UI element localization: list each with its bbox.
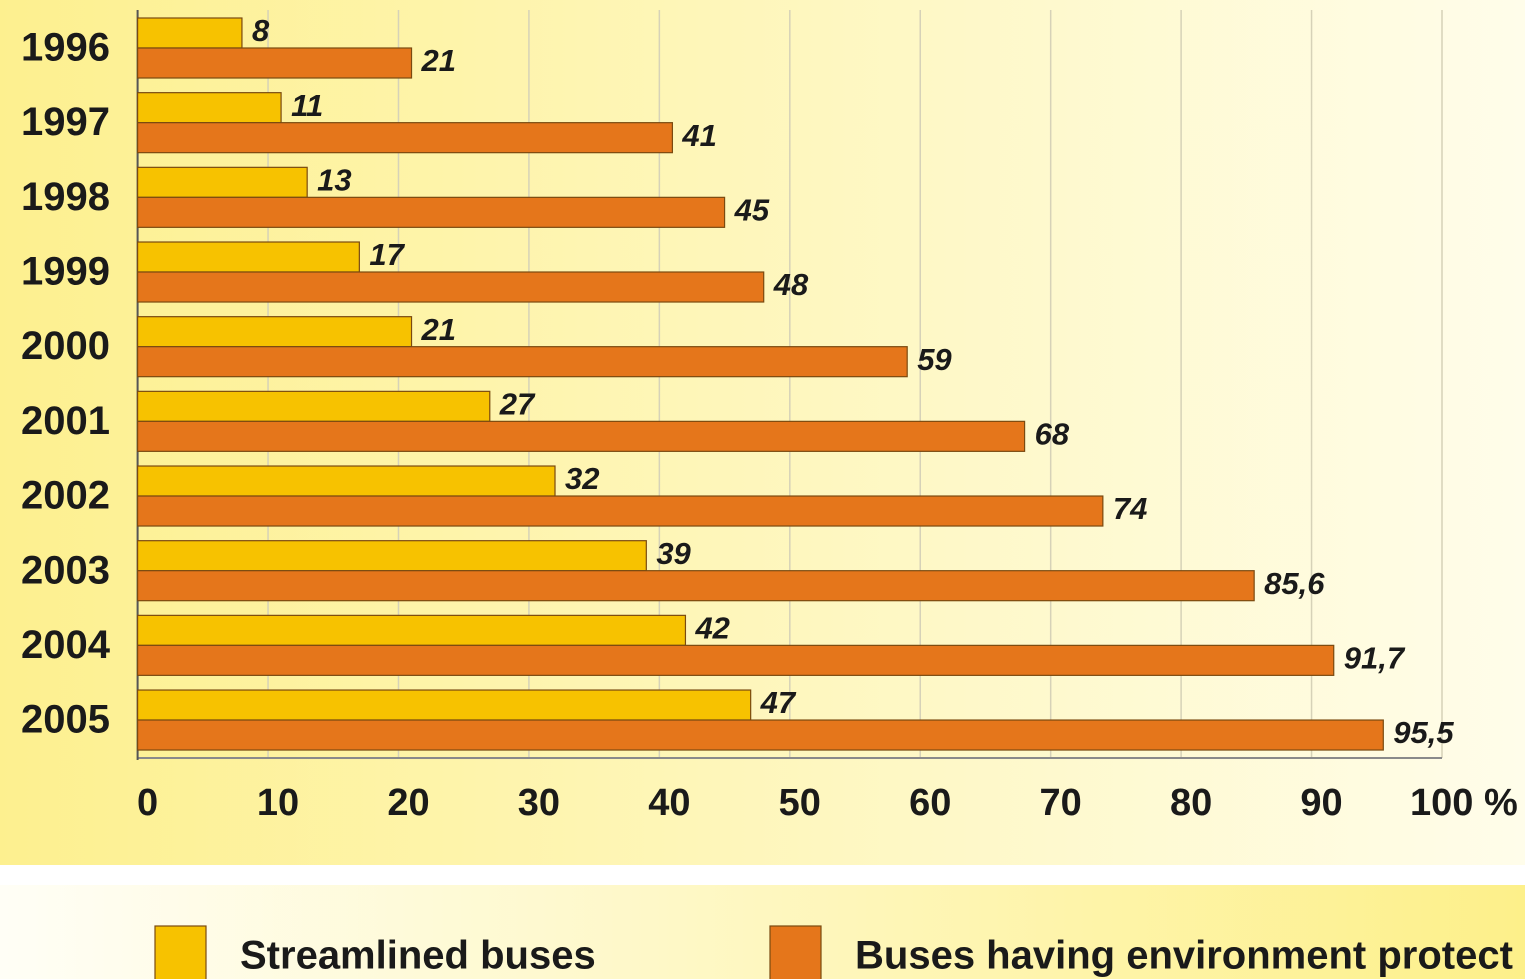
value-label: 8 xyxy=(252,13,270,48)
bar xyxy=(137,420,1026,452)
bar xyxy=(137,644,1335,676)
y-tick-label: 1999 xyxy=(21,250,110,294)
value-label: 41 xyxy=(681,118,716,153)
y-tick-label: 2001 xyxy=(21,399,110,443)
x-tick-label: 50 xyxy=(779,782,821,824)
y-tick-label: 2005 xyxy=(21,698,110,742)
bar xyxy=(137,614,687,646)
value-label: 68 xyxy=(1035,417,1070,452)
bar xyxy=(137,689,752,721)
bar xyxy=(137,196,726,228)
value-label: 74 xyxy=(1113,491,1147,526)
bar xyxy=(137,122,674,154)
value-label: 59 xyxy=(917,342,952,377)
bar xyxy=(137,719,1384,751)
x-tick-label: 80 xyxy=(1170,782,1212,824)
bar xyxy=(137,540,647,572)
value-label: 91,7 xyxy=(1344,641,1406,676)
bar xyxy=(137,346,908,378)
value-label: 13 xyxy=(317,163,351,198)
x-tick-label: 20 xyxy=(387,782,429,824)
value-label: 21 xyxy=(421,43,456,78)
y-tick-label: 1997 xyxy=(21,100,110,144)
y-tick-label: 2000 xyxy=(21,324,110,368)
value-label: 47 xyxy=(760,685,797,720)
legend-swatch xyxy=(154,925,207,979)
value-label: 42 xyxy=(694,611,729,646)
value-label: 11 xyxy=(291,88,323,123)
x-tick-label: 70 xyxy=(1040,782,1082,824)
x-tick-label: 40 xyxy=(648,782,690,824)
y-tick-label: 1996 xyxy=(21,26,110,70)
bar xyxy=(137,92,282,124)
value-label: 39 xyxy=(656,536,691,571)
y-tick-label: 2002 xyxy=(21,474,110,518)
y-tick-label: 2003 xyxy=(21,548,110,592)
legend-label: Buses having environment protect xyxy=(855,934,1513,978)
x-tick-label: 30 xyxy=(518,782,560,824)
bar xyxy=(137,271,765,303)
value-label: 27 xyxy=(499,387,536,422)
legend-background xyxy=(0,885,1525,979)
legend-label: Streamlined buses xyxy=(240,934,596,978)
separator xyxy=(0,865,1525,885)
x-tick-label: 60 xyxy=(909,782,951,824)
x-tick-label: 100 % xyxy=(1410,782,1518,824)
x-tick-label: 90 xyxy=(1300,782,1342,824)
legend-swatch xyxy=(769,925,822,979)
bar xyxy=(137,495,1104,527)
bar xyxy=(137,166,308,198)
value-label: 48 xyxy=(773,267,809,302)
bar xyxy=(137,465,556,497)
value-label: 85,6 xyxy=(1264,566,1325,601)
value-label: 95,5 xyxy=(1393,715,1454,750)
x-tick-label: 0 xyxy=(137,782,158,824)
y-tick-label: 2004 xyxy=(21,623,111,667)
bar xyxy=(137,47,413,79)
value-label: 21 xyxy=(421,312,456,347)
x-tick-label: 10 xyxy=(257,782,299,824)
bar xyxy=(137,241,360,273)
bar xyxy=(137,570,1255,602)
value-label: 17 xyxy=(369,237,405,272)
bar xyxy=(137,390,491,422)
value-label: 32 xyxy=(565,461,599,496)
bar xyxy=(137,17,243,49)
y-tick-label: 1998 xyxy=(21,175,110,219)
bar xyxy=(137,316,413,348)
value-label: 45 xyxy=(734,193,770,228)
